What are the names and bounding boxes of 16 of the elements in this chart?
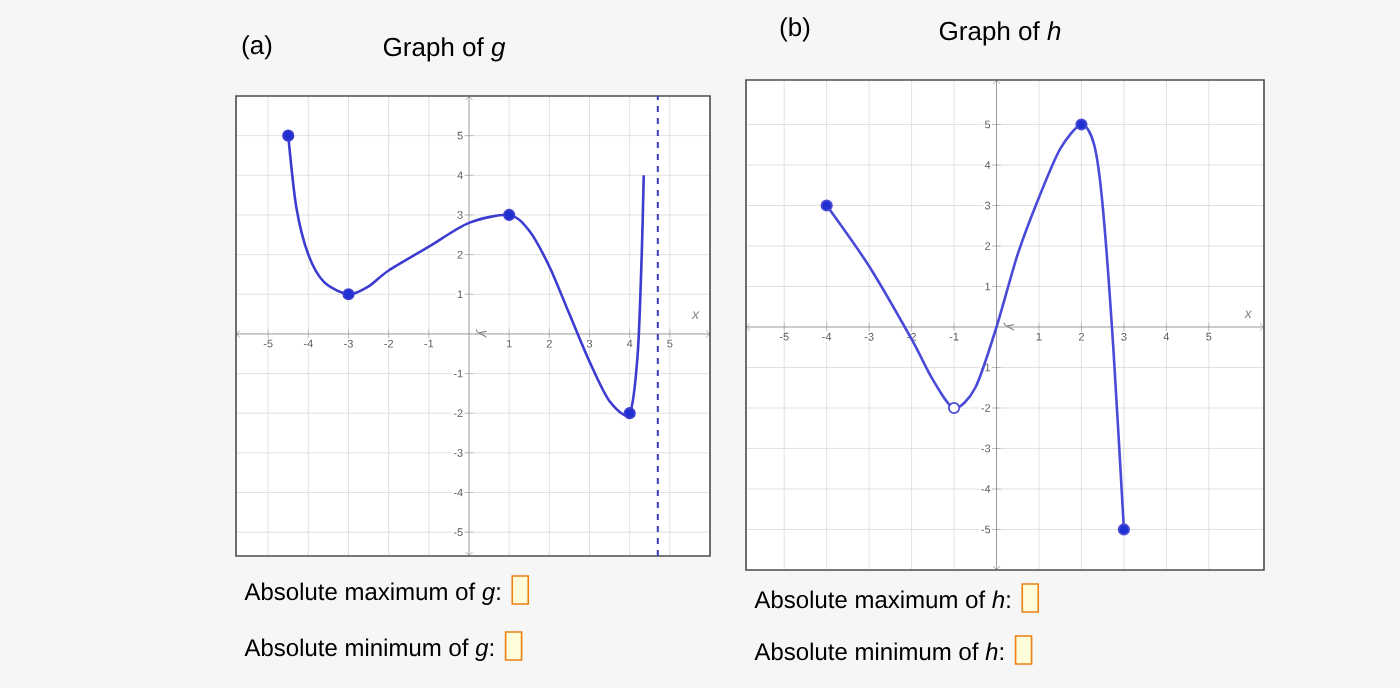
text: (b) — [780, 17, 810, 42]
point — [1075, 118, 1088, 131]
chart-title: Graph of g — [383, 37, 506, 62]
point — [947, 401, 961, 415]
point — [342, 288, 355, 301]
text: Absolute maximum of g: — [244, 582, 500, 605]
point — [623, 407, 636, 420]
point — [820, 199, 833, 212]
point — [282, 129, 295, 142]
chart-title: Graph of h — [939, 21, 1061, 46]
text: Absolute minimum of h: — [754, 642, 1003, 661]
point — [503, 208, 516, 222]
text: Absolute minimum of g: — [244, 638, 493, 661]
text: (a) — [242, 35, 272, 60]
text: Absolute maximum of h: — [754, 590, 1010, 609]
point — [1117, 523, 1130, 536]
